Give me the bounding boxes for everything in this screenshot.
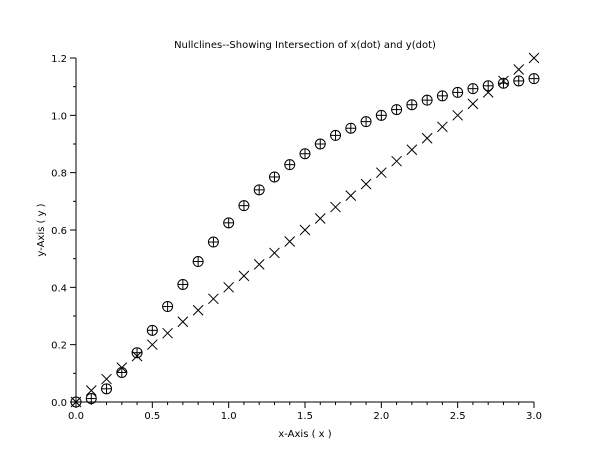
chart-title: Nullclines--Showing Intersection of x(do…: [174, 40, 436, 51]
data-point-circle-plus: [299, 148, 311, 160]
data-point-x: [269, 247, 280, 259]
data-point-x: [375, 167, 387, 179]
data-point-x: [452, 109, 464, 121]
data-point-x: [345, 190, 357, 201]
data-point-circle-plus: [101, 383, 113, 395]
data-point-circle-plus: [116, 366, 128, 378]
data-point-x: [314, 213, 326, 224]
data-point-x: [131, 350, 143, 362]
data-point-circle-plus: [375, 109, 387, 121]
data-point-circle-plus: [223, 217, 235, 229]
data-point-circle-plus: [238, 200, 250, 212]
y-ticks: 0.0 0.2 0.4 0.6 0.8 1.0 1.2: [51, 54, 76, 409]
data-point-x: [528, 52, 540, 64]
y-tick-label: 0.2: [51, 341, 67, 352]
data-point-circle-plus: [330, 129, 342, 141]
x-tick-label: 2.0: [373, 411, 389, 422]
data-point-x: [116, 362, 128, 373]
data-point-circle-plus: [436, 90, 448, 102]
data-point-circle-plus: [467, 83, 479, 95]
y-tick-label: 1.0: [51, 111, 67, 122]
data-point-circle-plus: [452, 86, 464, 98]
data-point-x: [223, 281, 235, 293]
data-point-x: [391, 155, 402, 167]
x-tick-label: 2.5: [450, 411, 466, 422]
y-tick-label: 0.0: [51, 398, 67, 409]
data-point-circle-plus: [85, 393, 97, 405]
y-tick-label: 0.8: [51, 169, 67, 180]
data-point-x: [421, 132, 433, 144]
data-point-x: [85, 385, 97, 396]
data-point-circle-plus: [513, 75, 525, 87]
data-point-circle-plus: [528, 73, 540, 85]
x-tick-label: 3.0: [526, 411, 542, 422]
data-point-circle-plus: [482, 80, 494, 92]
data-point-x: [406, 144, 418, 156]
data-point-x: [437, 121, 448, 133]
data-point-x: [482, 87, 494, 98]
data-point-circle-plus: [146, 324, 158, 336]
y-tick-label: 0.6: [51, 226, 67, 237]
y-tick-label: 1.2: [51, 54, 67, 65]
y-axis-label: y-Axis ( y ): [36, 203, 47, 256]
data-point-circle-plus: [406, 99, 418, 111]
y-tick-label: 0.4: [51, 283, 67, 294]
data-point-x: [162, 327, 173, 339]
data-point-x: [192, 304, 204, 316]
x-tick-label: 0.5: [144, 411, 160, 422]
data-point-circle-plus: [391, 104, 403, 116]
series-2: [70, 52, 540, 408]
data-point-x: [101, 373, 112, 385]
data-point-circle-plus: [192, 256, 204, 268]
data-point-circle-plus: [497, 77, 509, 89]
data-point-circle-plus: [345, 122, 357, 134]
data-point-x: [299, 224, 311, 236]
x-ticks: 0.0 0.5 1.0 1.5 2.0 2.5 3.0: [68, 402, 542, 422]
data-point-circle-plus: [207, 236, 219, 248]
x-tick-label: 1.5: [297, 411, 313, 422]
x-tick-label: 1.0: [221, 411, 237, 422]
data-point-circle-plus: [253, 184, 265, 196]
data-point-x: [238, 270, 250, 282]
data-point-x: [146, 339, 158, 351]
data-point-circle-plus: [177, 278, 189, 290]
data-point-circle-plus: [284, 159, 296, 171]
data-point-circle-plus: [314, 138, 326, 150]
data-point-x: [253, 259, 265, 270]
data-point-circle-plus: [360, 116, 372, 128]
series-1: [70, 73, 540, 408]
data-point-circle-plus: [421, 94, 433, 106]
data-point-x: [360, 178, 372, 190]
data-point-x: [330, 201, 341, 213]
data-point-x: [467, 98, 479, 110]
data-point-x: [284, 236, 296, 247]
data-point-x: [513, 64, 525, 75]
data-point-x: [177, 316, 189, 328]
data-point-x: [208, 293, 219, 305]
data-marks: [70, 52, 540, 408]
data-point-circle-plus: [268, 171, 280, 183]
data-point-x: [498, 75, 509, 87]
x-tick-label: 0.0: [68, 411, 84, 422]
data-point-circle-plus: [162, 301, 174, 313]
data-point-x: [70, 396, 82, 408]
x-axis-label: x-Axis ( x ): [278, 429, 331, 440]
